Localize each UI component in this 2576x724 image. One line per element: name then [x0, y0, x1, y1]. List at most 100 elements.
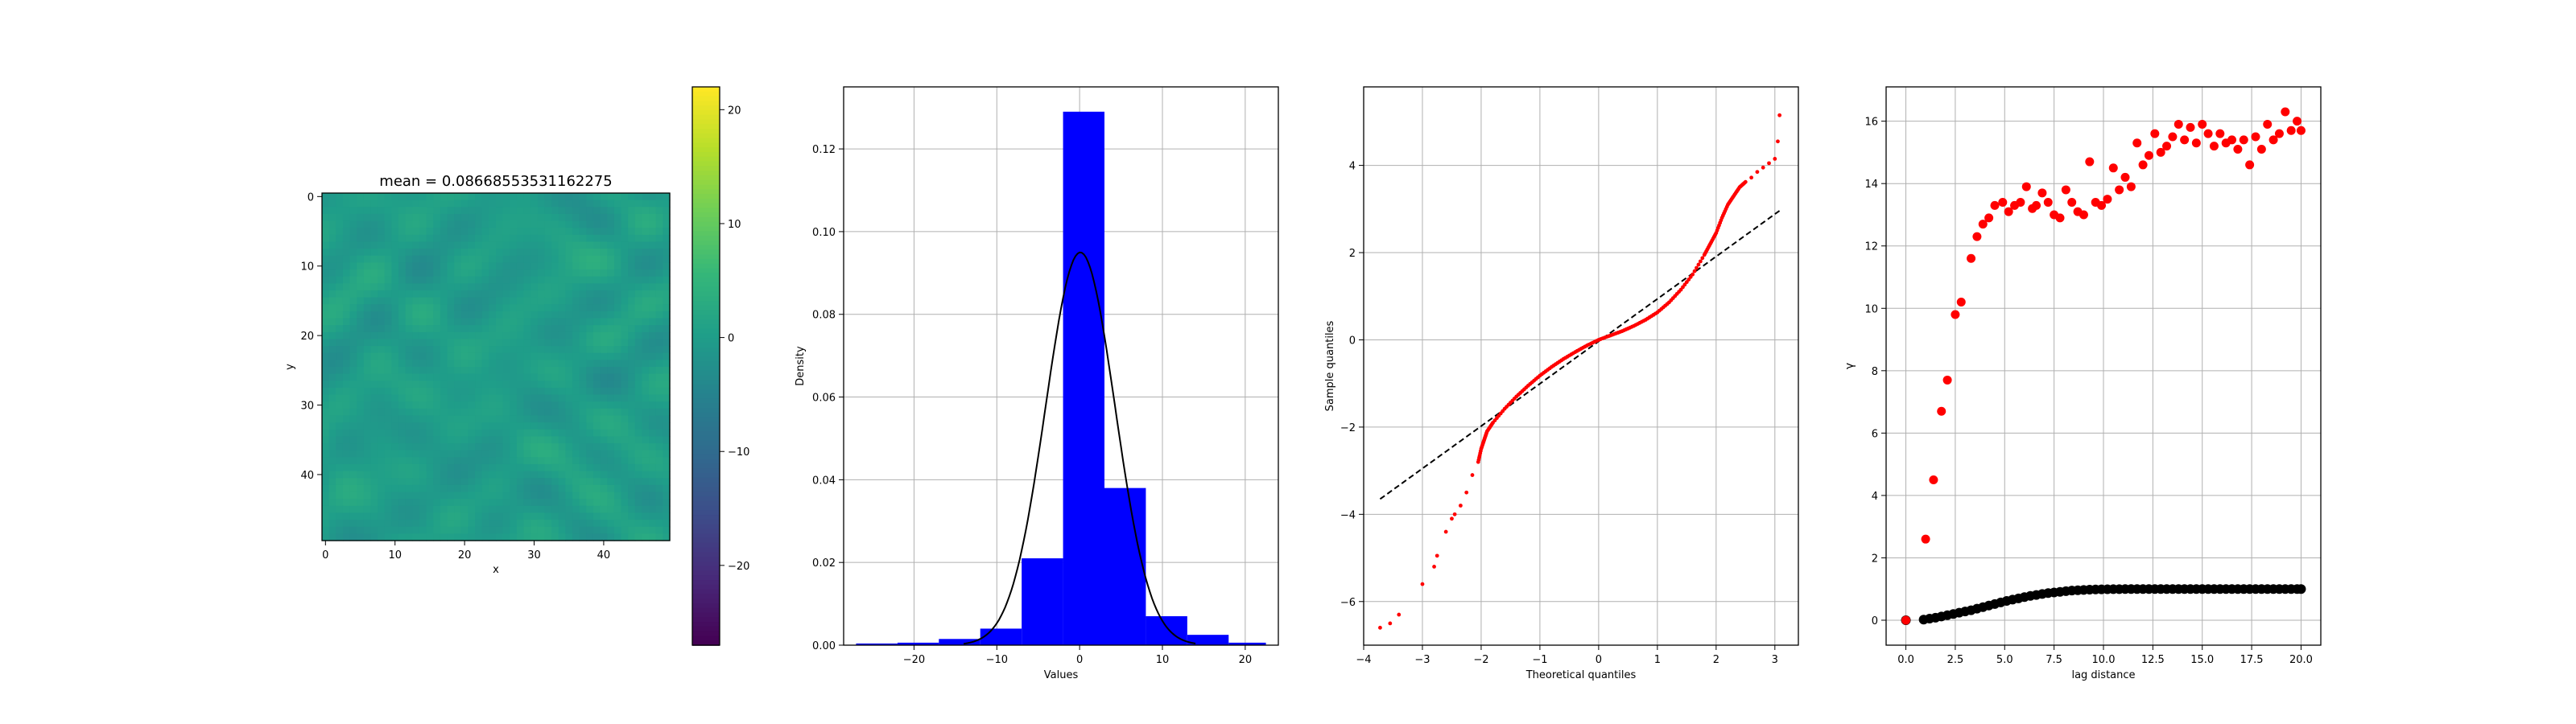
colorbar-band	[692, 203, 720, 209]
heatmap-cell	[440, 352, 448, 360]
heatmap-cell	[496, 207, 504, 215]
heatmap-cell	[412, 220, 420, 228]
heatmap-cell	[530, 283, 539, 291]
heatmap-cell	[336, 325, 344, 333]
heatmap-cell	[468, 276, 476, 284]
heatmap-cell	[537, 471, 546, 479]
heatmap-cell	[663, 457, 671, 465]
heatmap-cell	[440, 471, 448, 479]
heatmap-cell	[558, 213, 566, 222]
heatmap-cell	[628, 436, 636, 444]
heatmap-cell	[398, 512, 407, 520]
heatmap-cell	[433, 520, 441, 528]
heatmap-cell	[357, 311, 365, 319]
heatmap-cell	[342, 311, 351, 319]
heatmap-cell	[530, 478, 539, 486]
heatmap-cell	[572, 520, 580, 528]
heatmap-cell	[357, 422, 365, 430]
heatmap-cell	[384, 207, 392, 215]
heatmap-cell	[489, 262, 497, 270]
heatmap-cell	[468, 373, 476, 381]
heatmap-cell	[600, 373, 608, 381]
heatmap-cell	[447, 505, 455, 514]
heatmap-cell	[558, 373, 566, 381]
heatmap-cell	[419, 387, 427, 396]
heatmap-cell	[475, 331, 483, 340]
variogram-y-tick-label: 2	[1872, 553, 1878, 565]
heatmap-cell	[649, 505, 657, 514]
heatmap-cell	[322, 193, 330, 201]
heatmap-cell	[328, 512, 336, 520]
variogram-experimental-point	[1901, 615, 1911, 625]
heatmap-cell	[565, 457, 573, 465]
heatmap-cell	[412, 346, 420, 354]
heatmap-cell	[551, 484, 559, 493]
heatmap-cell	[510, 484, 518, 493]
heatmap-cell	[342, 526, 351, 534]
heatmap-cell	[378, 422, 386, 430]
heatmap-cell	[607, 290, 615, 298]
colorbar-band	[692, 599, 720, 604]
heatmap-cell	[628, 304, 636, 312]
heatmap-cell	[391, 213, 399, 222]
heatmap-cell	[607, 533, 615, 541]
heatmap-cell	[426, 436, 434, 444]
heatmap-cell	[607, 213, 615, 222]
heatmap-cell	[530, 234, 539, 243]
heatmap-cell	[634, 325, 643, 333]
heatmap-cell	[502, 228, 510, 236]
heatmap-cell	[433, 450, 441, 458]
heatmap-cell	[391, 352, 399, 360]
qq-x-tick-label: 0	[1596, 654, 1602, 666]
heatmap-cell	[496, 520, 504, 528]
heatmap-cell	[475, 505, 483, 514]
heatmap-cell	[378, 352, 386, 360]
variogram-experimental-point	[2021, 182, 2031, 191]
heatmap-cell	[440, 360, 448, 368]
heatmap-cell	[349, 200, 357, 208]
heatmap-cell	[454, 262, 462, 270]
heatmap-cell	[544, 339, 552, 347]
heatmap-cell	[621, 346, 629, 354]
heatmap-cell	[510, 436, 518, 444]
heatmap-cell	[481, 213, 489, 222]
heatmap-cell	[433, 394, 441, 402]
variogram-y-tick-label: 0	[1872, 615, 1878, 627]
heatmap-cell	[496, 290, 504, 298]
heatmap-cell	[328, 304, 336, 312]
heatmap-cell	[586, 471, 594, 479]
heatmap-cell	[502, 457, 510, 465]
heatmap-cell	[551, 318, 559, 326]
heatmap-cell	[502, 401, 510, 409]
heatmap-cell	[349, 311, 357, 319]
heatmap-cell	[516, 512, 525, 520]
heatmap-cell	[412, 304, 420, 312]
heatmap-cell	[565, 234, 573, 243]
heatmap-cell	[621, 450, 629, 458]
heatmap-cell	[634, 463, 643, 472]
histogram-bars	[856, 111, 1266, 645]
heatmap-cell	[544, 387, 552, 396]
heatmap-cell	[342, 367, 351, 375]
heatmap-cell	[475, 276, 483, 284]
heatmap-cell	[349, 463, 357, 472]
heatmap-cell	[391, 422, 399, 430]
heatmap-cell	[530, 325, 539, 333]
heatmap-cell	[551, 213, 559, 222]
heatmap-cell	[572, 492, 580, 500]
heatmap-cell	[336, 520, 344, 528]
heatmap-cell	[405, 422, 413, 430]
heatmap-cell	[384, 290, 392, 298]
heatmap-cell	[328, 478, 336, 486]
heatmap-cell	[516, 415, 525, 423]
heatmap-cell	[565, 241, 573, 249]
heatmap-cell	[496, 228, 504, 236]
heatmap-cell	[579, 484, 587, 493]
heatmap-cell	[523, 297, 531, 305]
heatmap-title: mean = 0.08668553531162275	[379, 173, 612, 190]
qq-y-tick-label: −6	[1340, 597, 1356, 609]
heatmap-cell	[565, 352, 573, 360]
heatmap-cell	[357, 200, 365, 208]
heatmap-cell	[384, 352, 392, 360]
heatmap-cell	[468, 318, 476, 326]
